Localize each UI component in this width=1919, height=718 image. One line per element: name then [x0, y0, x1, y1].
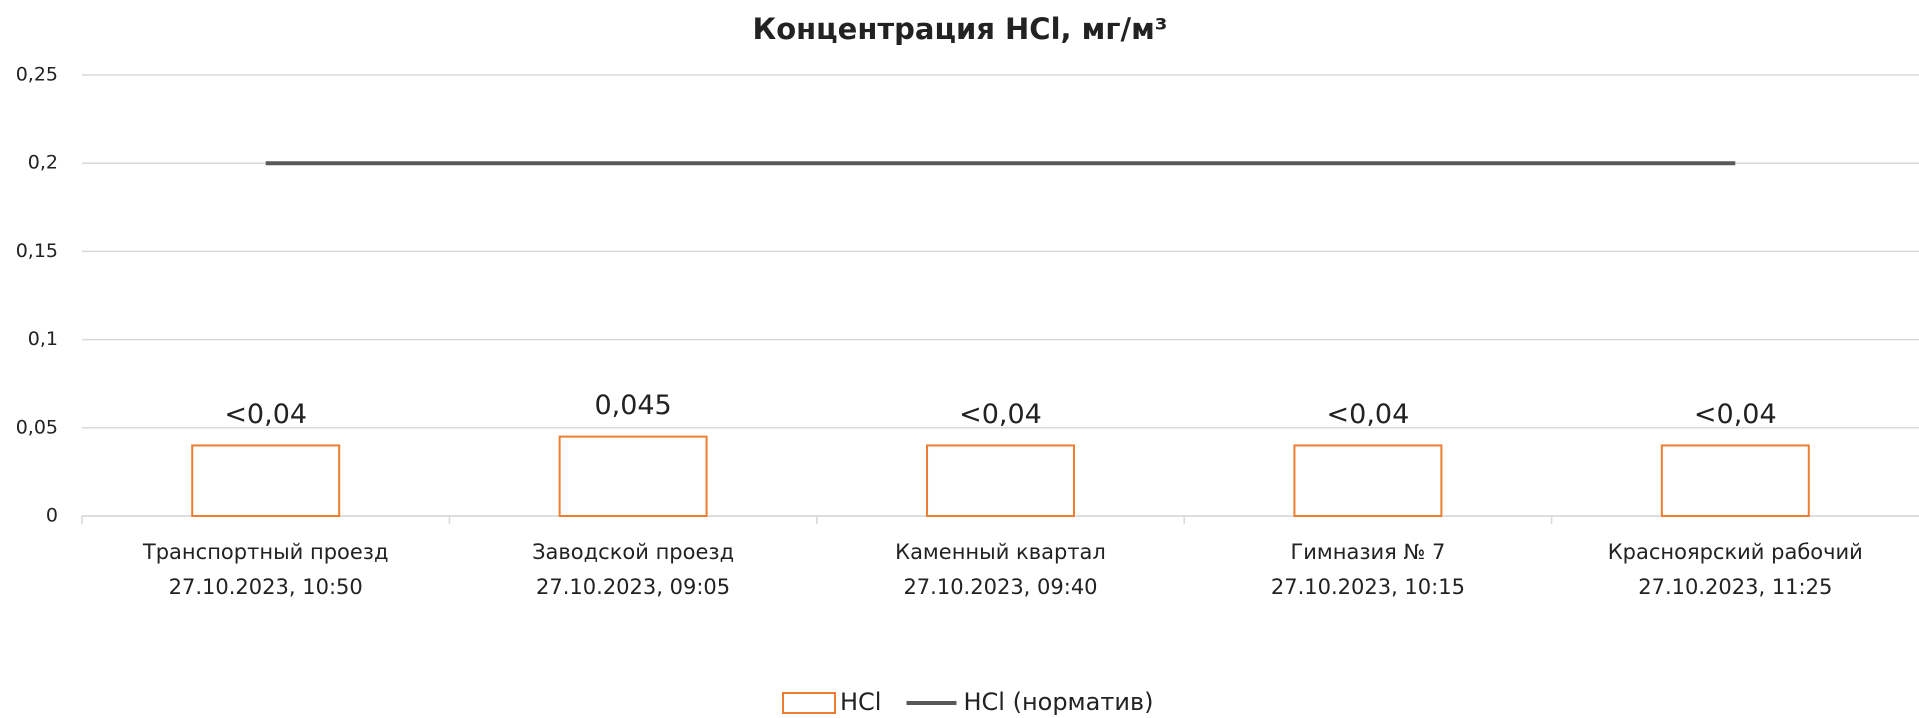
- x-tick-label: Транспортный проезд: [142, 540, 389, 564]
- data-label: <0,04: [224, 399, 307, 430]
- x-tick-label: Каменный квартал: [895, 540, 1106, 564]
- bar: [558, 435, 708, 517]
- x-tick-label: Заводской проезд: [532, 540, 734, 564]
- legend-label: HCl (норматив): [963, 688, 1153, 716]
- y-tick-label: 0: [46, 505, 58, 527]
- legend-label: HCl: [840, 688, 881, 716]
- data-label: <0,04: [1694, 399, 1777, 430]
- x-tick-label: Красноярский рабочий: [1608, 540, 1863, 564]
- x-tick-label: 27.10.2023, 10:50: [169, 575, 363, 599]
- bar: [1660, 444, 1810, 517]
- x-tick-label: 27.10.2023, 09:05: [536, 575, 730, 599]
- data-label: 0,045: [594, 390, 671, 421]
- y-tick-label: 0,25: [16, 64, 58, 86]
- y-tick-label: 0,2: [28, 152, 58, 174]
- data-label: <0,04: [959, 399, 1042, 430]
- bar: [926, 444, 1075, 517]
- bar: [191, 444, 341, 517]
- x-tick-label: 27.10.2023, 11:25: [1638, 575, 1832, 599]
- x-tick-label: 27.10.2023, 10:15: [1271, 575, 1465, 599]
- x-tick-label: 27.10.2023, 09:40: [903, 575, 1097, 599]
- y-tick-label: 0,15: [16, 240, 58, 262]
- chart-title: Концентрация HCl, мг/м³: [753, 12, 1168, 46]
- legend-swatch: [782, 692, 836, 714]
- y-tick-label: 0,1: [28, 328, 58, 350]
- data-label: <0,04: [1327, 399, 1410, 430]
- x-tick-label: Гимназия № 7: [1290, 540, 1445, 564]
- y-tick-label: 0,05: [16, 416, 58, 438]
- bar: [1293, 444, 1443, 517]
